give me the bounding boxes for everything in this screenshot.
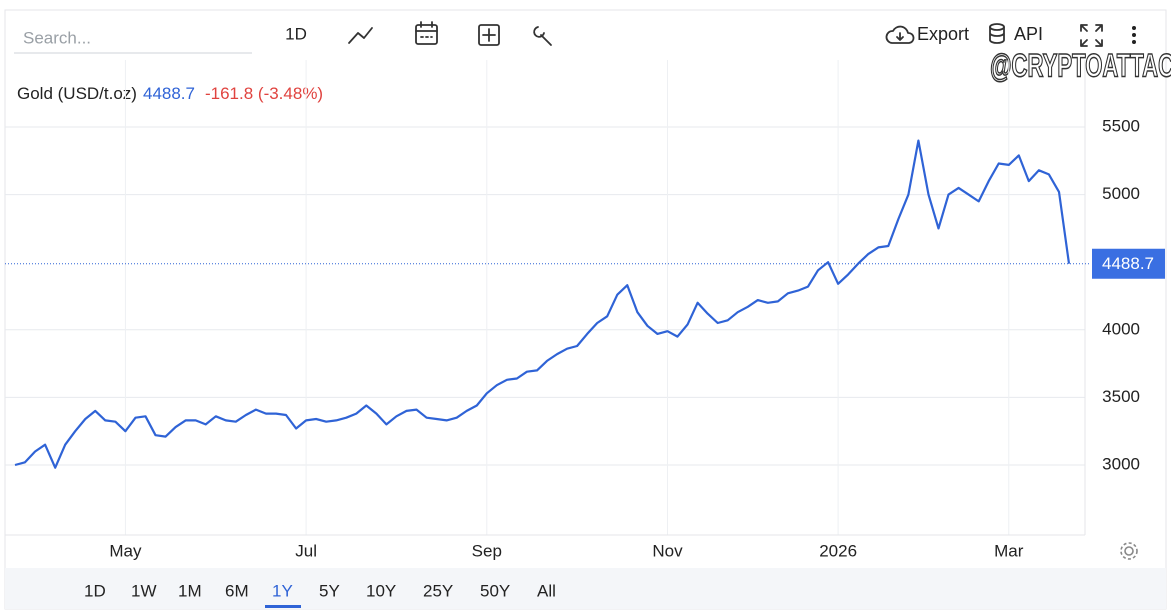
range-button[interactable]: 1Y (272, 581, 293, 600)
export-icon[interactable] (885, 25, 915, 44)
frame (4, 9, 1167, 610)
search-input[interactable]: Search... (23, 28, 91, 47)
x-tick-label: Mar (994, 541, 1024, 560)
range-button[interactable]: 1D (84, 581, 106, 600)
compare-icon[interactable] (478, 24, 500, 46)
last-price-box (1092, 248, 1165, 279)
legend-last-value: 4488.7 (143, 84, 195, 103)
chart-type-icon[interactable] (348, 27, 373, 44)
range-button[interactable]: 50Y (480, 581, 510, 600)
range-button[interactable]: 1W (131, 581, 157, 600)
calendar-icon[interactable] (415, 21, 438, 45)
range-bar (5, 568, 1166, 609)
legend: Gold (USD/t.oz) 4488.7 -161.8 (-3.48%) (17, 84, 323, 103)
y-tick-label: 5000 (1102, 184, 1140, 203)
y-tick-label: 4000 (1102, 319, 1140, 338)
x-tick-label: Nov (652, 541, 683, 560)
x-tick-label: Sep (472, 541, 502, 560)
export-button[interactable]: Export (917, 24, 969, 44)
interval-button[interactable]: 1D (285, 24, 307, 43)
legend-series-name: Gold (USD/t.oz) (17, 84, 137, 103)
range-button[interactable]: 25Y (423, 581, 453, 600)
settings-icon[interactable] (1120, 542, 1138, 560)
range-button[interactable]: All (537, 581, 556, 600)
last-price-label: 4488.7 (1102, 254, 1154, 273)
menu-icon[interactable] (1132, 26, 1136, 44)
fullscreen-icon[interactable] (1080, 24, 1103, 47)
y-tick-label: 5500 (1102, 117, 1140, 136)
tools-icon[interactable] (533, 26, 552, 46)
legend-change: -161.8 (-3.48%) (205, 84, 323, 103)
y-tick-label: 3000 (1102, 454, 1140, 473)
range-button[interactable]: 6M (225, 581, 249, 600)
watermark: @CRYPTOATTACK (990, 47, 1171, 83)
y-tick-label: 3500 (1102, 387, 1140, 406)
range-button[interactable]: 10Y (366, 581, 396, 600)
api-icon[interactable] (989, 23, 1005, 44)
range-button[interactable]: 1M (178, 581, 202, 600)
api-button[interactable]: API (1014, 24, 1043, 44)
x-tick-label: May (109, 541, 142, 560)
range-selected-underline (265, 605, 301, 608)
x-tick-label: 2026 (819, 541, 857, 560)
price-line (14, 139, 1071, 469)
x-tick-label: Jul (295, 541, 317, 560)
range-button[interactable]: 5Y (319, 581, 340, 600)
